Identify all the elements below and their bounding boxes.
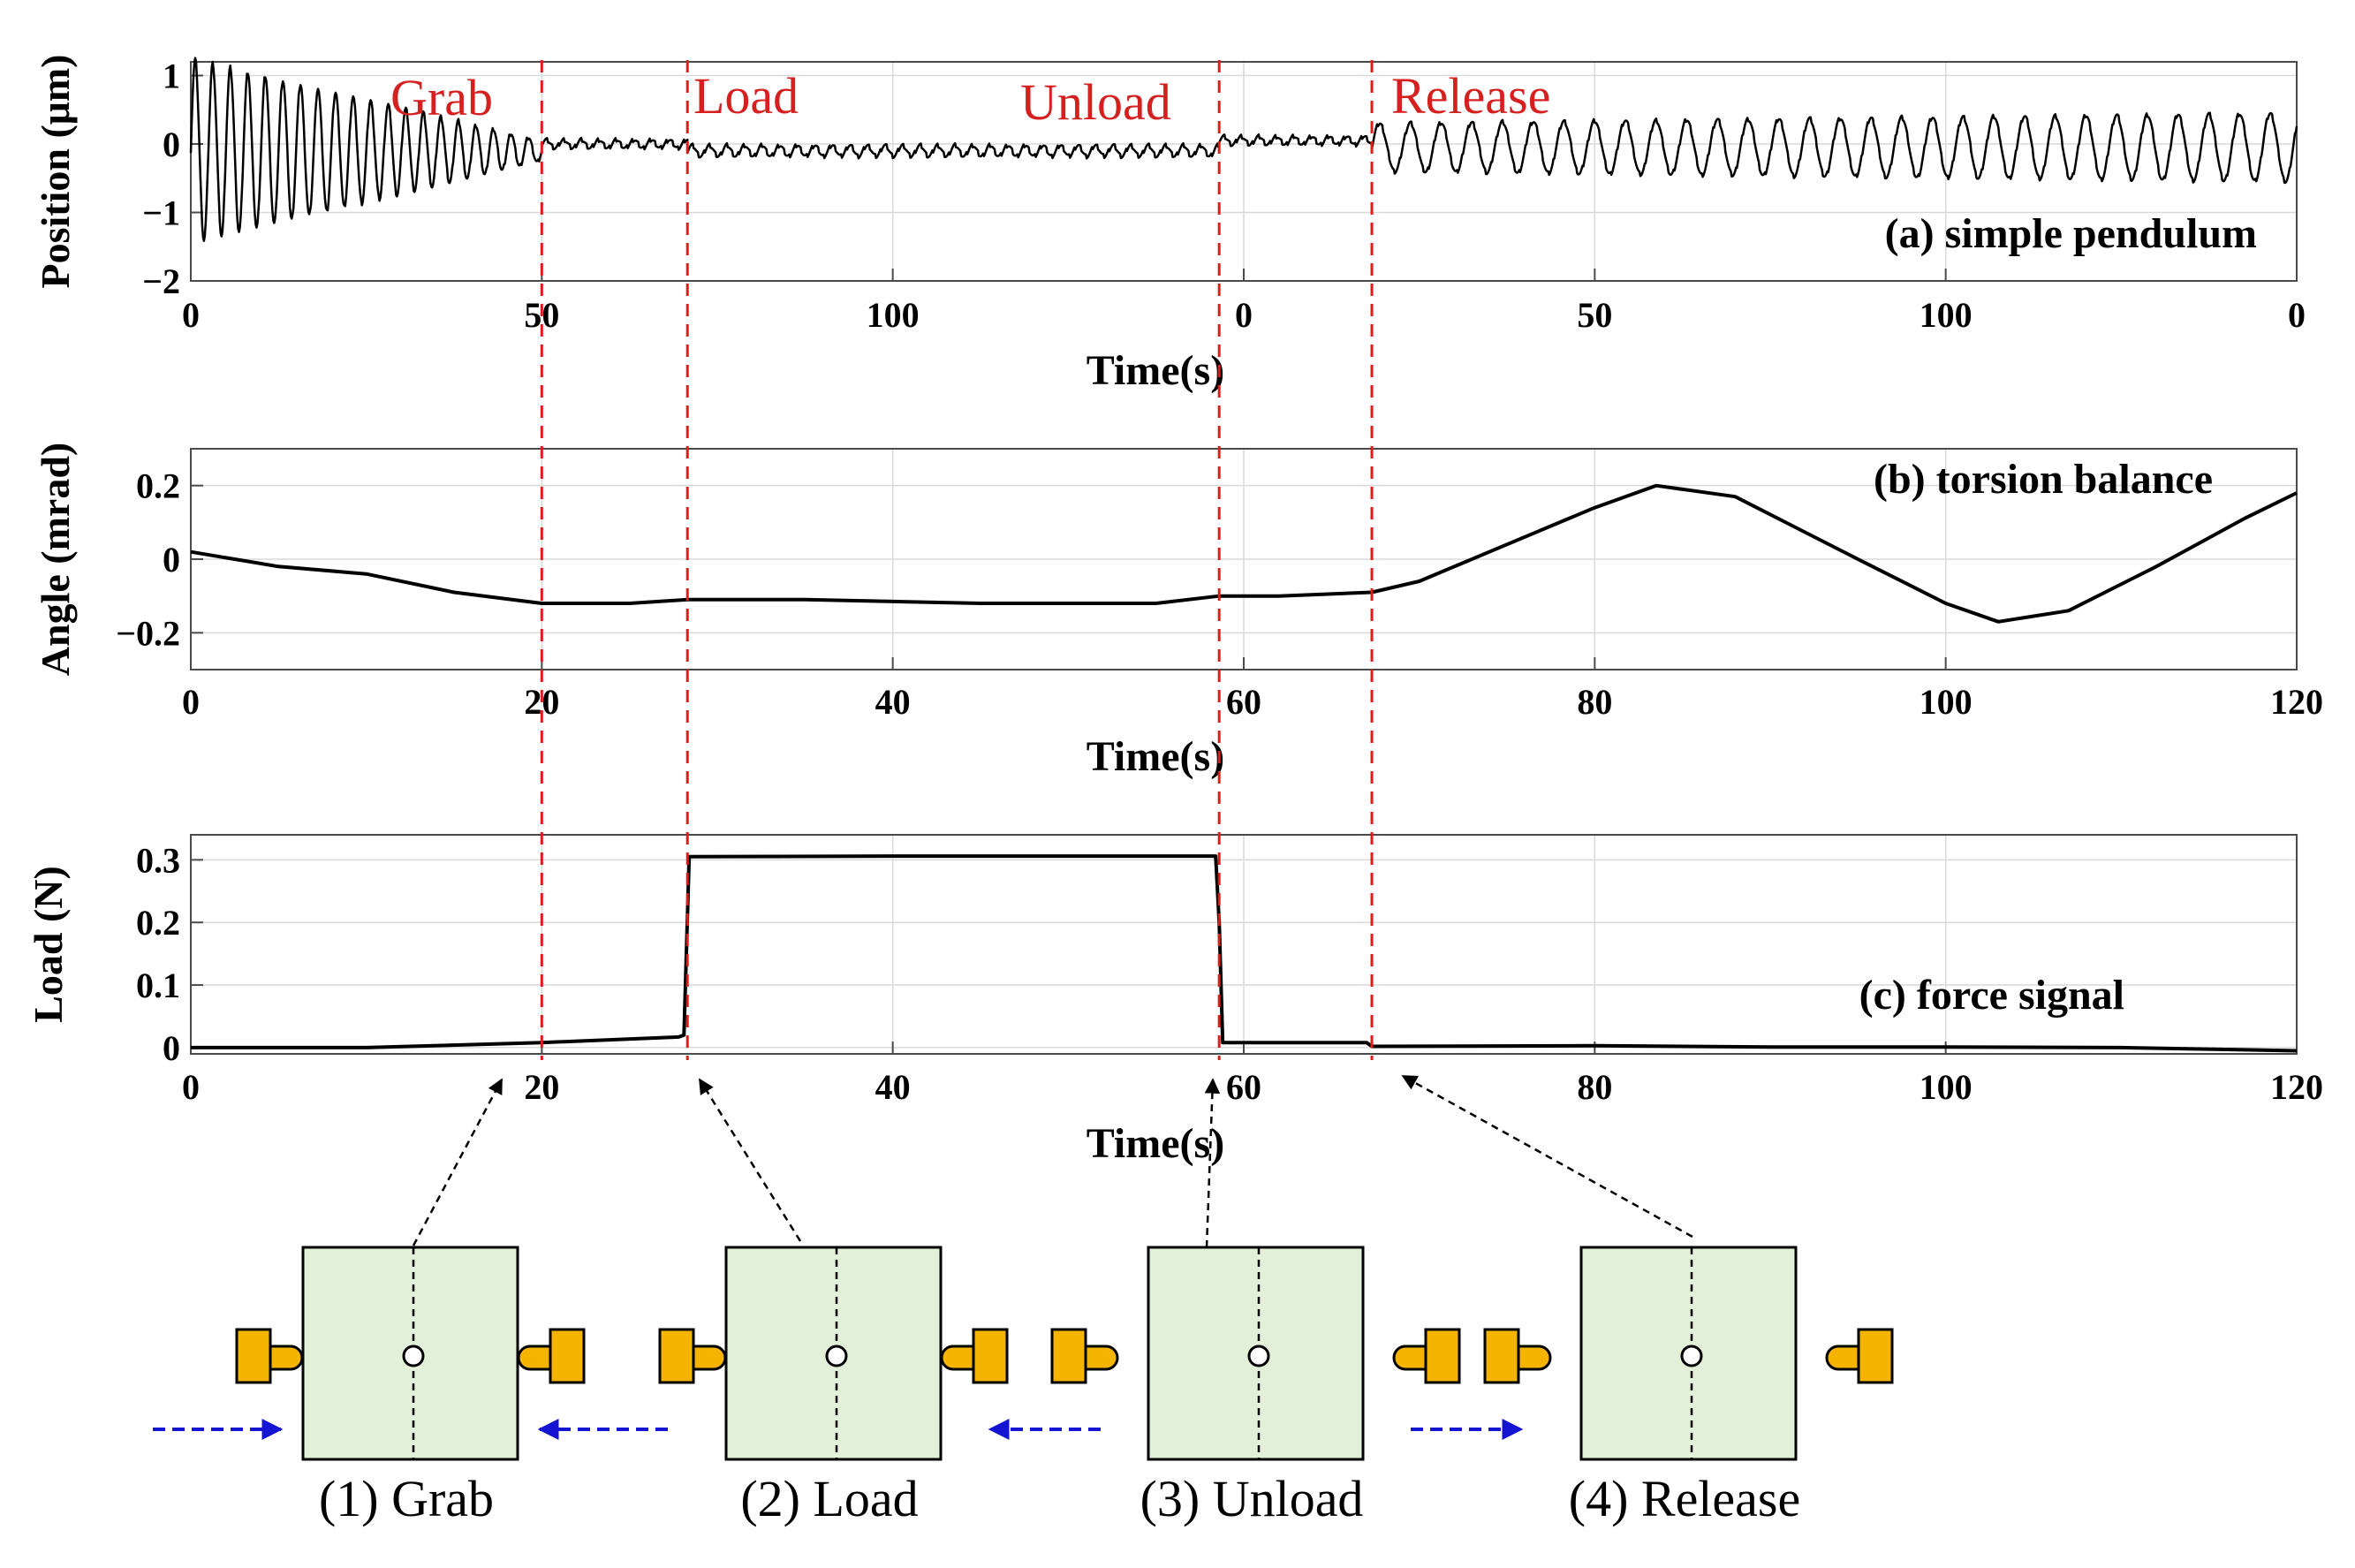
panel-label: (c) force signal bbox=[1859, 972, 2124, 1019]
right-gripper-tip bbox=[1825, 1345, 1860, 1371]
pointer-arrow-icon bbox=[698, 1078, 802, 1242]
y-tick-label: 1 bbox=[163, 57, 180, 96]
step-caption: (2) Load bbox=[740, 1470, 918, 1527]
step-diagram-release: (4) Release bbox=[1483, 1246, 1894, 1527]
x-tick-label: 40 bbox=[875, 682, 911, 722]
x-tick-label: 80 bbox=[1577, 1067, 1612, 1107]
right-gripper-icon bbox=[1424, 1328, 1461, 1384]
x-tick-label: 40 bbox=[875, 1067, 911, 1107]
right-gripper-icon bbox=[549, 1328, 586, 1384]
y-tick-label: 0.1 bbox=[136, 966, 180, 1005]
y-axis-label: Position (μm) bbox=[33, 55, 78, 289]
chart-panel-c: 0 20 40 60 80 100 120 0.3 0.2 0.1 0 Time(s) Load (N)… bbox=[26, 834, 2323, 1167]
left-gripper-tip bbox=[1517, 1345, 1552, 1371]
left-gripper-tip bbox=[692, 1345, 727, 1371]
x-axis-label: Time(s) bbox=[1087, 347, 1224, 394]
y-axis-label: Angle (mrad) bbox=[33, 443, 78, 676]
x-tick-label: 100 bbox=[1920, 295, 1973, 335]
x-tick-label: 0 bbox=[1235, 295, 1253, 335]
left-gripper-icon bbox=[235, 1328, 272, 1384]
event-label: Grab bbox=[390, 69, 493, 126]
pivot-icon bbox=[1680, 1345, 1703, 1367]
y-tick-label: 0.2 bbox=[136, 903, 180, 943]
right-gripper-tip bbox=[940, 1345, 975, 1371]
pivot-icon bbox=[1247, 1345, 1270, 1367]
left-gripper-icon bbox=[1050, 1328, 1087, 1384]
y-tick-label: 0.3 bbox=[136, 840, 180, 880]
right-gripper-icon bbox=[1857, 1328, 1894, 1384]
x-tick-label: 20 bbox=[524, 1067, 559, 1107]
event-marker-labels: Grab Load Unload Release bbox=[390, 67, 1550, 131]
x-tick-label: 100 bbox=[1920, 1067, 1973, 1107]
step-diagram-unload: (3) Unload bbox=[988, 1246, 1524, 1527]
step-caption: (1) Grab bbox=[319, 1470, 494, 1527]
y-tick-label: −2 bbox=[142, 261, 180, 301]
left-gripper-tip bbox=[1084, 1345, 1119, 1371]
event-label: Release bbox=[1391, 67, 1550, 125]
panel-label: (b) torsion balance bbox=[1874, 456, 2213, 503]
right-gripper-icon bbox=[972, 1328, 1009, 1384]
step-caption: (3) Unload bbox=[1140, 1470, 1364, 1527]
y-axis-label: Load (N) bbox=[26, 866, 71, 1023]
pivot-icon bbox=[402, 1345, 425, 1367]
pointer-arrow-icon bbox=[1204, 1078, 1221, 1248]
right-gripper-tip bbox=[517, 1345, 552, 1371]
x-axis-label: Time(s) bbox=[1087, 1120, 1224, 1167]
left-gripper-icon bbox=[1483, 1328, 1520, 1384]
event-label: Load bbox=[693, 67, 799, 125]
pointer-arrow-icon bbox=[1401, 1074, 1693, 1238]
x-axis-label: Time(s) bbox=[1087, 733, 1224, 780]
step-diagram-load: (2) Load bbox=[658, 1246, 1009, 1527]
grid bbox=[190, 835, 2298, 1054]
x-tick-label: 120 bbox=[2270, 682, 2323, 722]
step-caption: (4) Release bbox=[1569, 1470, 1800, 1527]
x-tick-label: 60 bbox=[1226, 682, 1261, 722]
data-series-line bbox=[191, 854, 2298, 1053]
y-tick-label: 0 bbox=[163, 1028, 180, 1068]
y-tick-label: 0.2 bbox=[136, 466, 180, 506]
event-marker-lines bbox=[540, 60, 1374, 1060]
x-tick-label: 100 bbox=[867, 295, 920, 335]
x-tick-label: 0 bbox=[182, 1067, 200, 1107]
y-tick-label: −1 bbox=[142, 193, 180, 233]
x-tick-label: 120 bbox=[2270, 1067, 2323, 1107]
y-tick-label: −0.2 bbox=[116, 613, 180, 653]
x-tick-label: 0 bbox=[182, 682, 200, 722]
step-diagrams: (1) Grab (2) Load (3) Unload (4) Release bbox=[153, 1246, 1894, 1527]
event-label: Unload bbox=[1020, 73, 1171, 131]
y-tick-label: 0 bbox=[163, 125, 180, 164]
x-tick-label: 100 bbox=[1920, 682, 1973, 722]
panel-label: (a) simple pendulum bbox=[1885, 210, 2257, 257]
y-tick-label: 0 bbox=[163, 540, 180, 579]
right-gripper-tip bbox=[1392, 1345, 1427, 1371]
left-gripper-icon bbox=[658, 1328, 695, 1384]
x-tick-label: 50 bbox=[1577, 295, 1612, 335]
step-diagram-grab: (1) Grab bbox=[153, 1246, 668, 1527]
left-gripper-tip bbox=[269, 1345, 304, 1371]
x-tick-label: 80 bbox=[1577, 682, 1612, 722]
x-tick-label: 0 bbox=[2288, 295, 2306, 335]
pivot-icon bbox=[825, 1345, 848, 1367]
x-tick-label: 60 bbox=[1226, 1067, 1261, 1107]
x-tick-label: 0 bbox=[182, 295, 200, 335]
pointer-arrow-icon bbox=[412, 1078, 504, 1246]
pointer-arrows bbox=[412, 1074, 1693, 1248]
